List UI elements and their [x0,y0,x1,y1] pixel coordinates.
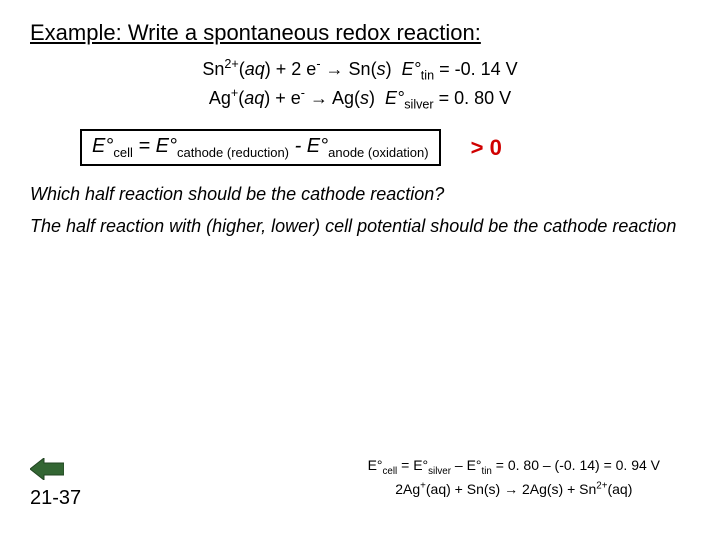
page-number: 21-37 [30,487,81,510]
answer-text: The half reaction with (higher, lower) c… [30,215,690,238]
equation-tin: Sn2+(aq) + 2 e- → Sn(s) E°tin = -0. 14 V [30,56,690,85]
nav-back-button[interactable] [30,458,64,480]
footer-line2: 2Ag+(aq) + Sn(s) → 2Ag(s) + Sn2+(aq) [368,479,660,500]
footer-line1: E°cell = E°silver – E°tin = 0. 80 – (-0.… [368,455,660,479]
slide-heading: Example: Write a spontaneous redox react… [30,20,690,46]
question-text: Which half reaction should be the cathod… [30,184,690,205]
cell-potential-formula-row: E°cell = E°cathode (reduction) - E°anode… [80,129,690,166]
half-reactions: Sn2+(aq) + 2 e- → Sn(s) E°tin = -0. 14 V… [30,56,690,114]
footer-calculation: E°cell = E°silver – E°tin = 0. 80 – (-0.… [368,455,660,500]
arrow-left-icon [30,458,64,480]
cell-potential-formula: E°cell = E°cathode (reduction) - E°anode… [80,129,441,166]
equation-silver: Ag+(aq) + e- → Ag(s) E°silver = 0. 80 V [30,85,690,114]
greater-than-zero: > 0 [471,135,502,161]
